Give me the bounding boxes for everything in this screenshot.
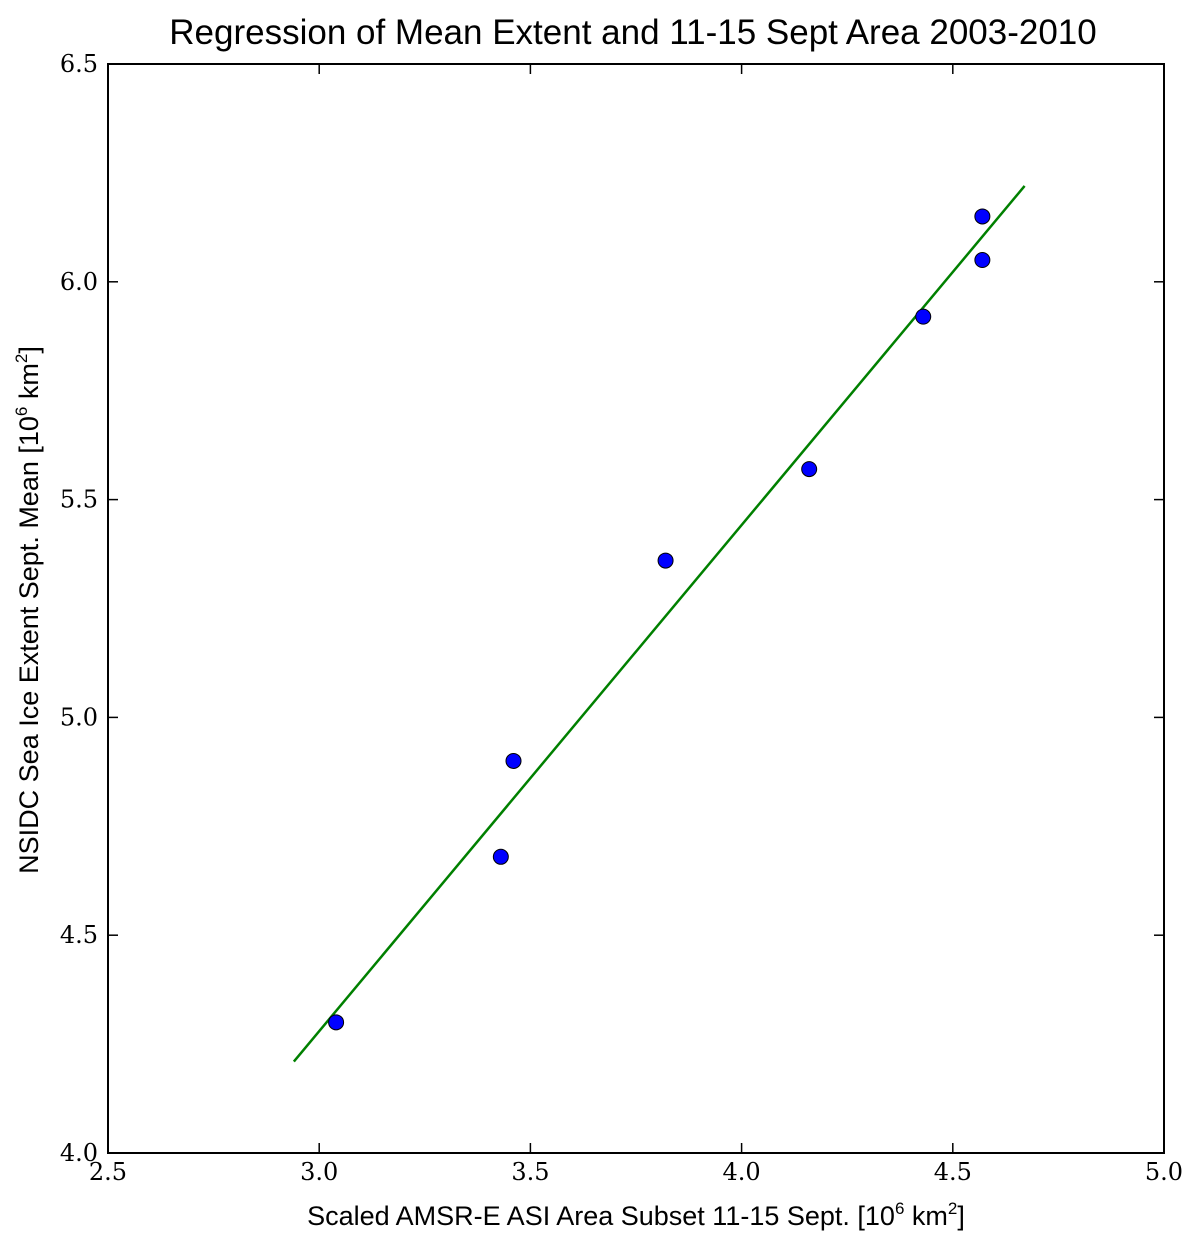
y-tick-label: 5.0 [60, 703, 98, 731]
series-group [292, 185, 1026, 1063]
x-tick-label: 3.0 [300, 1158, 338, 1186]
x-tick-label: 4.5 [934, 1158, 972, 1186]
y-tick-label: 5.5 [60, 486, 98, 514]
data-point [915, 308, 932, 325]
regression-line [292, 185, 1026, 1063]
y-tick-label: 4.0 [60, 1139, 98, 1167]
x-tick-label: 2.5 [89, 1158, 127, 1186]
data-point [505, 752, 522, 769]
x-tick-label: 3.5 [511, 1158, 549, 1186]
x-axis-label: Scaled AMSR-E ASI Area Subset 11-15 Sept… [307, 1199, 965, 1231]
y-tick-label: 4.5 [60, 921, 98, 949]
data-point [974, 208, 991, 225]
x-tick-label: 5.0 [1145, 1158, 1183, 1186]
data-point [974, 252, 991, 269]
y-tick-label: 6.0 [60, 268, 98, 296]
y-tick-label: 6.5 [60, 50, 98, 78]
tick-labels-group: 2.5 3.0 3.5 4.0 4.5 5.0 4.0 4.5 5.0 5.5 6.0 6.5 [60, 50, 1183, 1186]
data-point [657, 552, 674, 569]
chart-title: Regression of Mean Extent and 11-15 Sept… [169, 13, 1096, 52]
data-point [801, 461, 818, 478]
ticks-group [107, 63, 1165, 1154]
data-point [492, 848, 509, 865]
x-tick-label: 4.0 [723, 1158, 761, 1186]
y-axis-label: NSIDC Sea Ice Extent Sept. Mean [106 km2… [12, 346, 44, 874]
data-point [328, 1014, 345, 1031]
plot-frame [107, 63, 1165, 1154]
